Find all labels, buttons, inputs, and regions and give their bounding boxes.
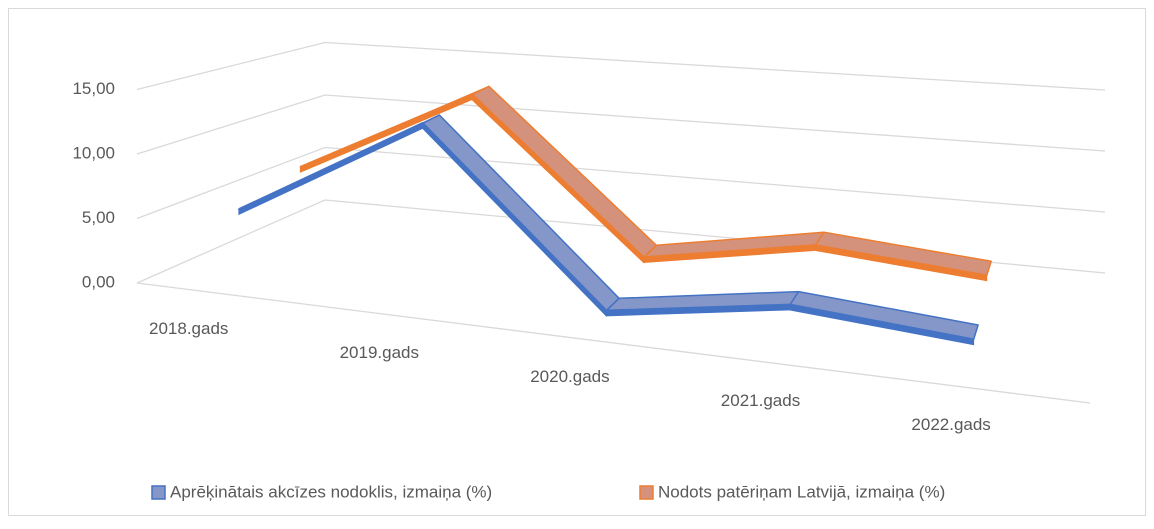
legend-label: Aprēķinātais akcīzes nodoklis, izmaiņa (… xyxy=(170,482,492,501)
plot xyxy=(238,85,992,346)
series-line xyxy=(238,122,974,341)
series-line xyxy=(299,93,987,277)
x-tick-label: 2022.gads xyxy=(911,415,990,434)
x-tick-label: 2020.gads xyxy=(530,367,609,386)
grid-line xyxy=(136,94,1106,155)
grid-line xyxy=(136,41,1106,91)
x-tick-label: 2021.gads xyxy=(721,391,800,410)
y-tick-label: 0,00 xyxy=(82,272,115,291)
legend: Aprēķinātais akcīzes nodoklis, izmaiņa (… xyxy=(151,482,945,501)
y-tick-label: 10,00 xyxy=(72,143,115,162)
x-tick-label: 2018.gads xyxy=(149,319,228,338)
legend-swatch xyxy=(151,485,166,500)
grid-line xyxy=(136,146,1106,220)
y-tick-label: 5,00 xyxy=(82,208,115,227)
legend-label: Nodots patēriņam Latvijā, izmaiņa (%) xyxy=(658,482,945,501)
y-tick-label: 15,00 xyxy=(72,79,115,98)
x-tick-label: 2019.gads xyxy=(340,343,419,362)
floor-edge xyxy=(136,282,1091,404)
legend-swatch xyxy=(639,485,654,500)
